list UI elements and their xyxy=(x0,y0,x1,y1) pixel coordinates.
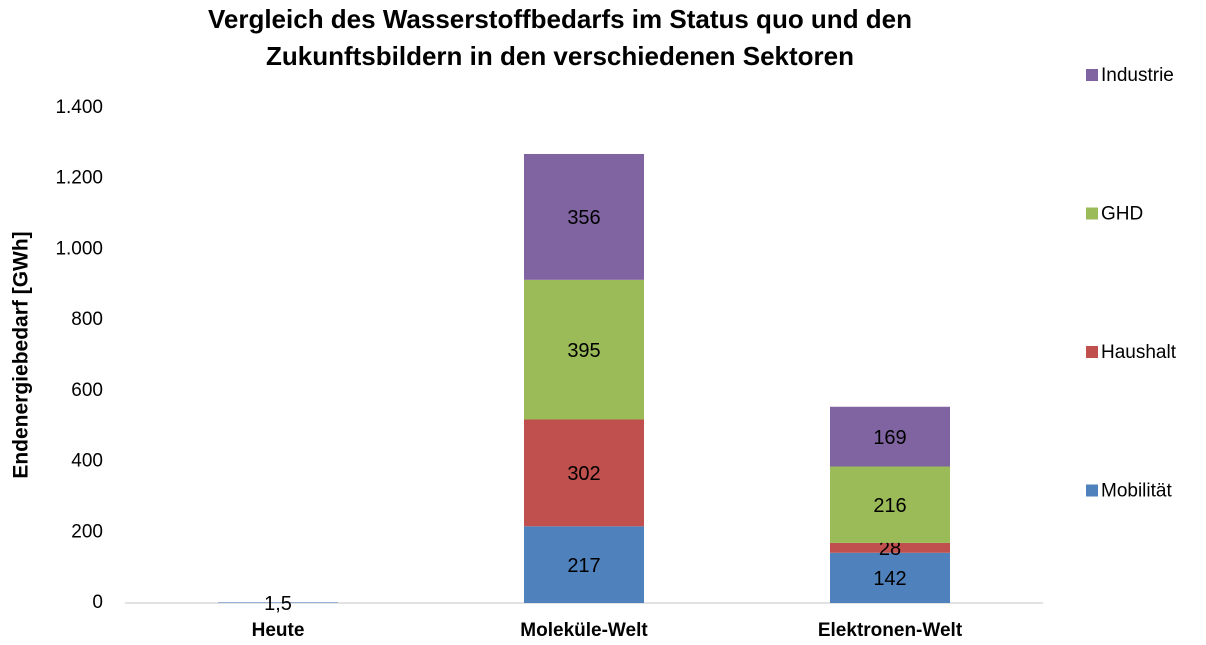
x-tick-label: Heute xyxy=(252,620,305,641)
data-label: 395 xyxy=(567,340,600,362)
data-label: 28 xyxy=(879,538,901,560)
data-label: 217 xyxy=(567,555,600,577)
legend-label: Mobilität xyxy=(1101,481,1172,502)
data-label: 169 xyxy=(873,427,906,449)
x-tick-label: Elektronen-Welt xyxy=(818,620,963,641)
y-tick-label: 600 xyxy=(71,380,103,401)
y-tick-label: 400 xyxy=(71,451,103,472)
legend-swatch xyxy=(1086,346,1098,358)
bar-segment xyxy=(524,526,644,603)
legend-swatch xyxy=(1086,69,1098,81)
data-label: 1,5 xyxy=(264,593,292,615)
data-label: 356 xyxy=(567,207,600,229)
bar-segment xyxy=(524,419,644,527)
y-axis-title: Endenergiebedarf [GWh] xyxy=(10,231,33,478)
bar-segment xyxy=(830,542,950,553)
bar-segment xyxy=(524,153,644,280)
bar-segment xyxy=(830,406,950,467)
legend-label: GHD xyxy=(1101,204,1143,225)
bar-segment xyxy=(830,466,950,543)
x-tick-label: Moleküle-Welt xyxy=(520,620,648,641)
legend-swatch xyxy=(1086,207,1098,220)
data-label: 142 xyxy=(873,568,906,590)
y-tick-label: 200 xyxy=(71,521,103,542)
legend-label: Industrie xyxy=(1101,65,1174,86)
bar-segment xyxy=(218,602,338,603)
bar-segment xyxy=(524,279,644,420)
y-tick-label: 800 xyxy=(71,309,103,330)
y-tick-label: 0 xyxy=(92,592,103,613)
legend-label: Haushalt xyxy=(1101,342,1177,363)
data-label: 216 xyxy=(873,495,906,517)
chart-title: Vergleich des Wasserstoffbedarfs im Stat… xyxy=(208,4,912,34)
bar-segment xyxy=(830,552,950,603)
y-tick-label: 1.000 xyxy=(55,238,103,259)
data-label: 302 xyxy=(567,463,600,485)
legend-swatch xyxy=(1086,484,1098,497)
y-tick-label: 1.200 xyxy=(55,168,103,189)
y-tick-label: 1.400 xyxy=(55,97,103,118)
chart-title: Zukunftsbildern in den verschiedenen Sek… xyxy=(266,41,854,71)
